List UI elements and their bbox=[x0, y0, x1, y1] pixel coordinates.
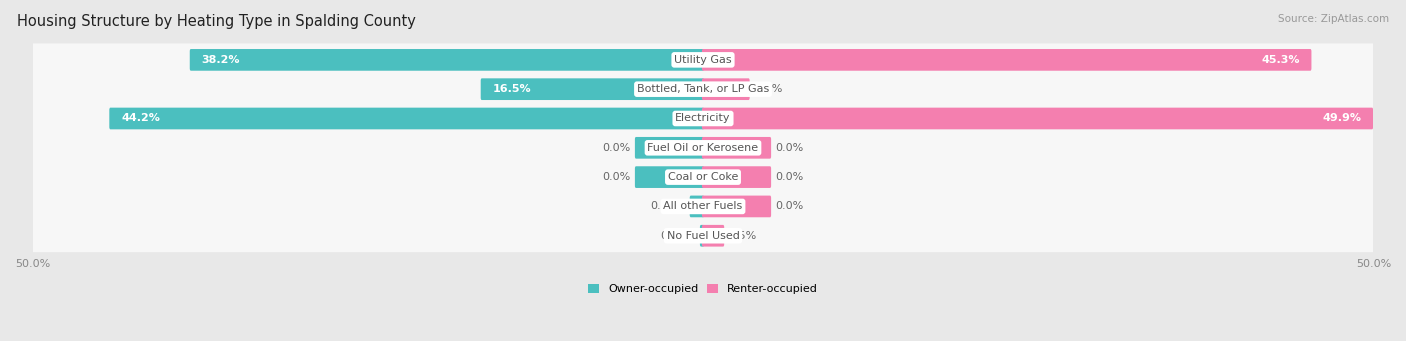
Text: 3.4%: 3.4% bbox=[754, 84, 782, 94]
FancyBboxPatch shape bbox=[636, 137, 704, 159]
FancyBboxPatch shape bbox=[702, 225, 724, 247]
FancyBboxPatch shape bbox=[31, 131, 1375, 164]
Text: Utility Gas: Utility Gas bbox=[675, 55, 731, 65]
Text: 38.2%: 38.2% bbox=[201, 55, 240, 65]
FancyBboxPatch shape bbox=[702, 108, 1374, 129]
Text: 44.2%: 44.2% bbox=[121, 114, 160, 123]
Text: All other Fuels: All other Fuels bbox=[664, 202, 742, 211]
Text: Housing Structure by Heating Type in Spalding County: Housing Structure by Heating Type in Spa… bbox=[17, 14, 416, 29]
FancyBboxPatch shape bbox=[31, 43, 1375, 76]
Text: 0.91%: 0.91% bbox=[650, 202, 686, 211]
FancyBboxPatch shape bbox=[700, 225, 704, 247]
Legend: Owner-occupied, Renter-occupied: Owner-occupied, Renter-occupied bbox=[588, 284, 818, 294]
Text: 0.0%: 0.0% bbox=[602, 143, 631, 153]
Text: 0.0%: 0.0% bbox=[775, 172, 804, 182]
FancyBboxPatch shape bbox=[702, 166, 770, 188]
FancyBboxPatch shape bbox=[690, 196, 704, 217]
FancyBboxPatch shape bbox=[636, 166, 704, 188]
FancyBboxPatch shape bbox=[702, 196, 770, 217]
Text: 16.5%: 16.5% bbox=[492, 84, 531, 94]
FancyBboxPatch shape bbox=[31, 190, 1375, 223]
Text: Source: ZipAtlas.com: Source: ZipAtlas.com bbox=[1278, 14, 1389, 24]
Text: Electricity: Electricity bbox=[675, 114, 731, 123]
Text: 0.0%: 0.0% bbox=[602, 172, 631, 182]
FancyBboxPatch shape bbox=[31, 161, 1375, 194]
Text: No Fuel Used: No Fuel Used bbox=[666, 231, 740, 241]
FancyBboxPatch shape bbox=[481, 78, 704, 100]
Text: 1.5%: 1.5% bbox=[728, 231, 756, 241]
Text: 0.15%: 0.15% bbox=[661, 231, 696, 241]
Text: 45.3%: 45.3% bbox=[1261, 55, 1299, 65]
Text: Fuel Oil or Kerosene: Fuel Oil or Kerosene bbox=[647, 143, 759, 153]
FancyBboxPatch shape bbox=[702, 137, 770, 159]
FancyBboxPatch shape bbox=[31, 102, 1375, 135]
FancyBboxPatch shape bbox=[190, 49, 704, 71]
FancyBboxPatch shape bbox=[31, 73, 1375, 106]
FancyBboxPatch shape bbox=[110, 108, 704, 129]
Text: Bottled, Tank, or LP Gas: Bottled, Tank, or LP Gas bbox=[637, 84, 769, 94]
FancyBboxPatch shape bbox=[702, 78, 749, 100]
Text: 49.9%: 49.9% bbox=[1322, 114, 1361, 123]
Text: 0.0%: 0.0% bbox=[775, 202, 804, 211]
Text: 0.0%: 0.0% bbox=[775, 143, 804, 153]
FancyBboxPatch shape bbox=[31, 219, 1375, 252]
Text: Coal or Coke: Coal or Coke bbox=[668, 172, 738, 182]
FancyBboxPatch shape bbox=[702, 49, 1312, 71]
